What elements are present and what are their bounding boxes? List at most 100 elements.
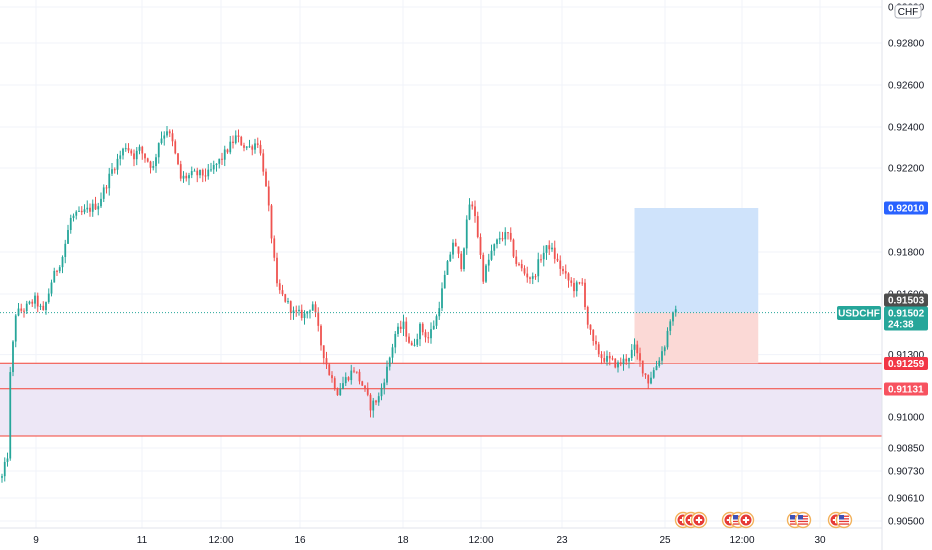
- candle-body: [322, 345, 325, 359]
- candle: [149, 160, 152, 174]
- candle-body: [449, 254, 452, 262]
- candle-body: [155, 157, 157, 167]
- candle-body: [507, 232, 509, 234]
- swiss-flag-icon[interactable]: [690, 511, 708, 529]
- candle: [28, 300, 31, 305]
- candle: [540, 254, 542, 263]
- candle-body: [141, 146, 144, 154]
- candle-body: [243, 145, 245, 148]
- candle: [487, 253, 490, 272]
- candle-body: [226, 149, 229, 153]
- event-group[interactable]: [827, 511, 853, 529]
- candle-body: [201, 169, 204, 176]
- candle: [432, 320, 435, 330]
- candle-body: [80, 210, 83, 213]
- us-flag-icon[interactable]: [794, 511, 812, 529]
- candle: [204, 168, 207, 182]
- candle: [468, 198, 471, 221]
- candle-body: [641, 360, 644, 374]
- candle: [325, 351, 328, 370]
- currency-badge[interactable]: CHF: [894, 4, 922, 19]
- candle-body: [193, 170, 196, 172]
- candle-body: [328, 364, 331, 376]
- candle-body: [600, 354, 603, 359]
- event-group[interactable]: [721, 511, 755, 529]
- candle-body: [383, 382, 386, 388]
- candle-body: [3, 461, 6, 477]
- event-group[interactable]: [786, 511, 812, 529]
- price-axis[interactable]: 0.930000.928000.926000.924000.922000.918…: [888, 3, 925, 528]
- candle-body: [317, 312, 320, 326]
- candle-body: [526, 273, 529, 278]
- candle: [386, 360, 388, 386]
- candle: [80, 206, 83, 216]
- candle: [113, 167, 116, 174]
- candle: [551, 242, 553, 252]
- candle-body: [465, 219, 468, 249]
- candle-body: [652, 370, 655, 378]
- candle-body: [485, 265, 487, 282]
- price-tag-bg: [884, 293, 928, 307]
- stop-loss-area[interactable]: [634, 312, 759, 364]
- candle: [369, 393, 372, 418]
- candle: [628, 357, 630, 369]
- candle-body: [402, 321, 405, 329]
- candle-body: [207, 169, 210, 177]
- economic-events[interactable]: [674, 511, 853, 529]
- us-flag-icon[interactable]: [835, 511, 853, 529]
- time-axis[interactable]: 9 11 12:00 16 18 12:00 23 25 12:00 30: [33, 535, 826, 546]
- candle-body: [50, 282, 53, 294]
- candle: [388, 356, 391, 371]
- candle-body: [56, 270, 58, 272]
- candle-body: [265, 171, 267, 187]
- candle-body: [210, 169, 212, 171]
- candle-body: [188, 175, 190, 179]
- take-profit-area[interactable]: [634, 208, 759, 313]
- candle-body: [647, 375, 650, 384]
- candle: [130, 148, 133, 156]
- candle-body: [424, 332, 427, 338]
- swiss-flag-icon[interactable]: [737, 511, 755, 529]
- candle: [135, 147, 138, 166]
- candle-body: [540, 259, 542, 261]
- candle-body: [669, 321, 672, 331]
- candle-body: [289, 301, 292, 313]
- candle-body: [105, 187, 108, 189]
- event-group[interactable]: [674, 511, 708, 529]
- candle-body: [663, 347, 666, 352]
- support-zone[interactable]: [0, 362, 882, 437]
- candle: [223, 145, 226, 167]
- candle: [452, 239, 454, 259]
- candle: [573, 277, 575, 298]
- candle: [361, 380, 364, 386]
- candle: [6, 452, 9, 467]
- candle-body: [333, 378, 336, 389]
- candle-body: [518, 263, 520, 265]
- candle: [210, 162, 212, 172]
- candle: [650, 371, 652, 385]
- candle-body: [309, 310, 311, 312]
- long-position-tool[interactable]: [634, 208, 759, 364]
- candle: [281, 284, 284, 297]
- price-tag-label: 0.91502: [888, 309, 925, 320]
- price-tag-bg: [884, 306, 928, 331]
- candle: [303, 310, 306, 325]
- candle: [75, 210, 78, 220]
- candle-body: [413, 344, 416, 346]
- candle-body: [391, 347, 394, 358]
- candle: [17, 302, 20, 317]
- candle: [292, 306, 295, 320]
- candle: [333, 376, 336, 391]
- candle: [526, 266, 529, 283]
- candle-body: [223, 149, 226, 160]
- candle: [353, 367, 355, 374]
- candle-body: [512, 239, 515, 257]
- candle: [309, 309, 311, 319]
- candle: [595, 335, 597, 351]
- candle-body: [61, 256, 64, 268]
- candle-body: [1, 476, 3, 478]
- candle-body: [355, 371, 358, 373]
- candle: [20, 303, 23, 314]
- candle: [457, 246, 460, 259]
